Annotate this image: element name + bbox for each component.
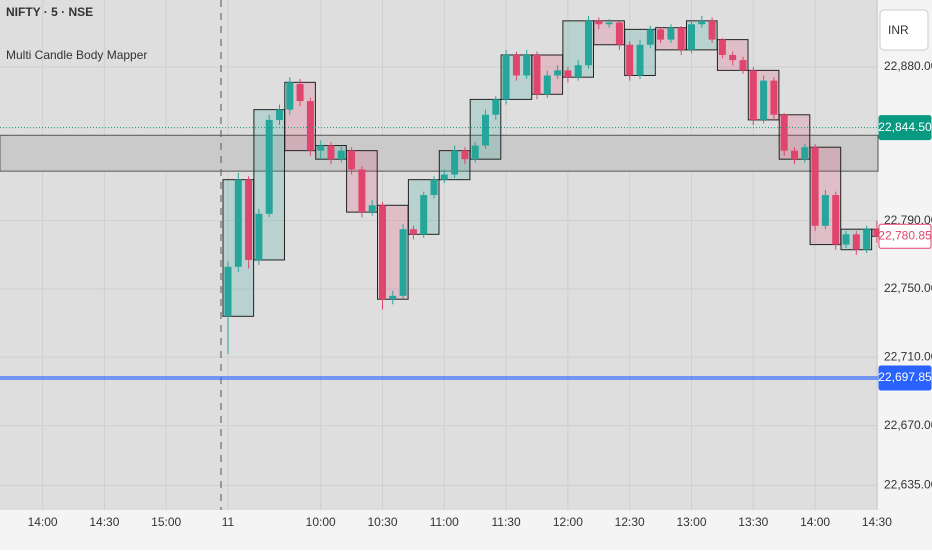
candle-body [801, 147, 809, 160]
candle-body [451, 150, 459, 175]
y-tick-label: 22,750.00 [884, 281, 932, 295]
candle-body [512, 54, 520, 76]
candle-body [255, 213, 263, 260]
x-tick-label: 14:00 [800, 515, 830, 529]
y-tick-label: 22,635.00 [884, 478, 932, 492]
candle-body [791, 150, 798, 160]
candle-body [399, 229, 407, 296]
candle-body [780, 114, 788, 151]
candle-body [667, 27, 675, 40]
candle-body [245, 179, 253, 260]
candle-body [698, 20, 706, 25]
x-tick-label: 14:00 [28, 515, 58, 529]
candle-body [708, 20, 716, 40]
price-label: 22,697.85 [878, 370, 932, 384]
x-tick-label: 13:30 [738, 515, 768, 529]
candle-body [863, 229, 871, 250]
candle-body [749, 70, 757, 120]
candle-body [533, 54, 541, 95]
candle-body [626, 44, 634, 76]
candle-body [564, 70, 572, 78]
chart-subtitle: Multi Candle Body Mapper [6, 48, 147, 62]
candle-body [832, 195, 840, 245]
candle-body [543, 75, 551, 95]
x-tick-label: 14:30 [89, 515, 119, 529]
y-tick-label: 22,670.00 [884, 418, 932, 432]
candle-body [554, 70, 562, 76]
price-label: 22,844.50 [878, 120, 932, 134]
candle-body [821, 195, 829, 226]
price-axis [878, 0, 932, 550]
candle-body [379, 205, 386, 300]
candle-body [327, 145, 335, 160]
candle-body [729, 54, 737, 61]
y-tick-label: 22,790.00 [884, 213, 932, 227]
price-label: 22,780.85 [878, 228, 932, 242]
candle-body [852, 234, 860, 250]
candle-body [234, 179, 242, 267]
x-tick-label: 11 [222, 515, 235, 529]
candle-body [873, 229, 881, 237]
candle-body [677, 27, 685, 50]
candle-body [657, 29, 665, 40]
candle-body [502, 54, 510, 100]
candle-body [440, 174, 448, 180]
candle-body [286, 82, 294, 110]
y-tick-label: 22,710.00 [884, 349, 932, 363]
candle-body [688, 24, 695, 50]
x-tick-label: 15:00 [151, 515, 181, 529]
candle-body [224, 266, 232, 317]
chart-title: NIFTY · 5 · NSE [6, 5, 93, 19]
candle-body [636, 44, 644, 76]
plot-background [0, 0, 878, 510]
candle-body [842, 234, 850, 245]
candle-body [585, 20, 592, 66]
candle-body [265, 119, 273, 214]
candle-body [420, 195, 428, 235]
y-tick-label: 22,880.00 [884, 59, 932, 73]
x-tick-label: 12:00 [553, 515, 583, 529]
time-axis [0, 510, 878, 550]
candle-body [770, 80, 778, 115]
candle-body [368, 205, 376, 213]
candle-body [306, 101, 314, 151]
x-tick-label: 11:00 [430, 515, 459, 529]
candle-body [574, 65, 582, 78]
x-tick-label: 11:30 [492, 515, 521, 529]
candle-body [461, 150, 469, 160]
candle-body [358, 169, 366, 213]
candle-body [409, 229, 417, 235]
candle-body [389, 295, 397, 300]
candle-body [646, 29, 654, 45]
currency-button[interactable] [879, 9, 929, 51]
candle-body [605, 22, 613, 25]
x-tick-label: 14:30 [862, 515, 892, 529]
x-tick-label: 10:30 [367, 515, 397, 529]
candle-body [811, 147, 819, 226]
currency-label[interactable]: INR [888, 23, 909, 37]
candle-body [430, 179, 438, 196]
candle-body [595, 20, 603, 25]
candle-body [492, 99, 500, 115]
x-tick-label: 10:00 [306, 515, 336, 529]
candle-body [317, 145, 325, 151]
candle-body [296, 84, 304, 102]
candle-body [615, 22, 623, 45]
x-tick-label: 12:30 [615, 515, 645, 529]
price-label-box [878, 365, 932, 391]
candle-body [523, 54, 531, 76]
x-tick-label: 13:00 [676, 515, 706, 529]
price-label-box [878, 115, 932, 141]
candle-body [276, 109, 283, 120]
candle-body [482, 114, 489, 146]
candle-body [760, 80, 768, 120]
candle-body [739, 60, 747, 71]
price-label-box [878, 223, 932, 249]
candle-body [471, 145, 479, 160]
candle-body [718, 39, 726, 55]
candle-body [348, 150, 356, 170]
candle-body [337, 150, 345, 160]
